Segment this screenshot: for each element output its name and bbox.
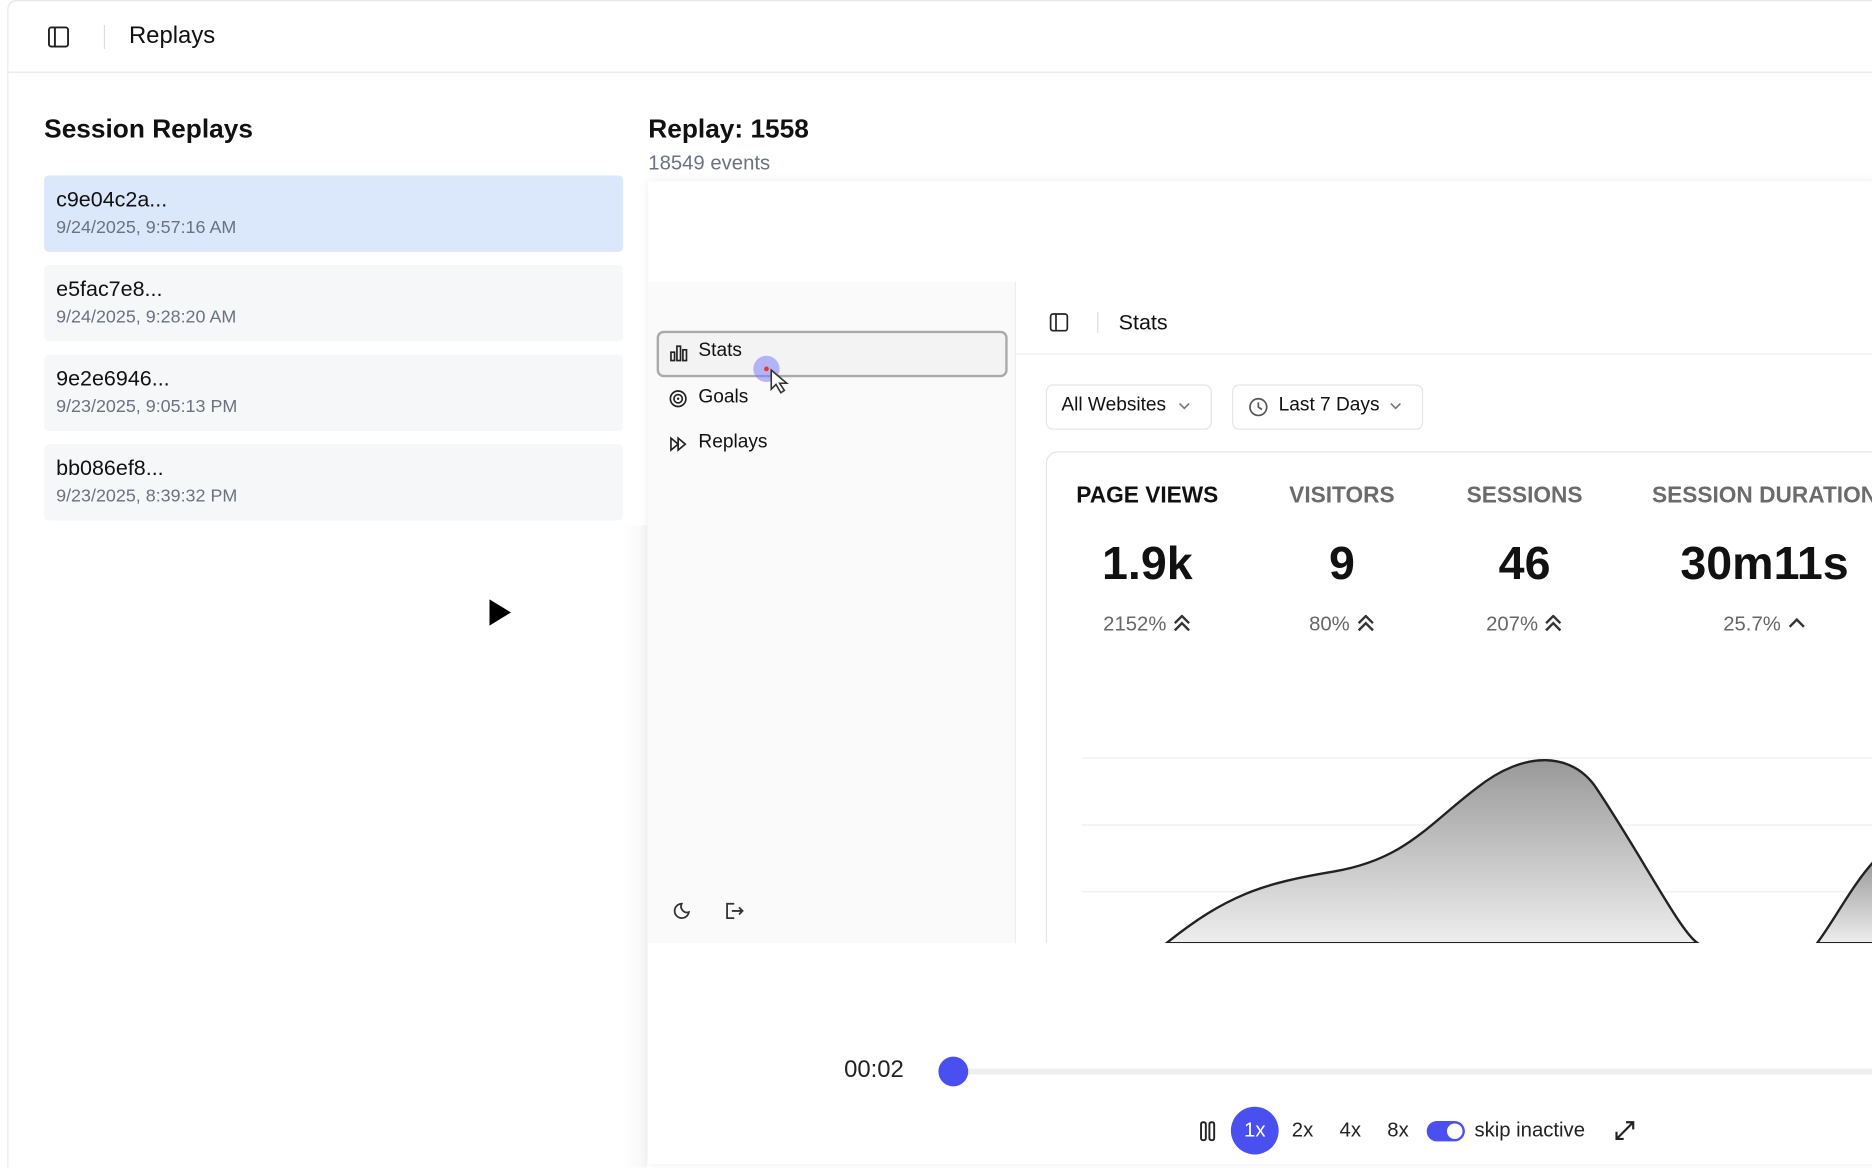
trend-arrow [1788,617,1805,628]
range-filter [1232,384,1424,430]
divider [103,25,106,49]
session-time: 9/24/2025, 9:28:20 AM [56,306,237,328]
sidebar-footer-icons [673,902,744,919]
metric-change: 80% [1223,612,1462,636]
nav-active [656,330,1008,378]
session-id: e5fac7e8... [56,276,163,301]
skip-toggle[interactable] [1426,1121,1465,1142]
app-sidebar-toggle [1049,313,1069,332]
nav-icon [670,345,688,362]
session-item[interactable]: 9e2e6946... 9/23/2025, 9:05:13 PM [44,354,624,431]
player-time: 00:02 [844,1056,904,1083]
session-id: bb086ef8... [56,456,164,480]
change-text: 80% [1309,612,1350,636]
header-border [7,71,1872,73]
replay-cursor [753,355,789,394]
metric-value: 9 [1328,538,1355,590]
nav-item[interactable]: Stats [698,340,742,361]
speed-button[interactable]: 1x [1230,1106,1279,1155]
nav-icon [669,390,687,408]
website-filter [1045,384,1212,430]
session-id: 9e2e6946... [56,366,170,391]
cursor [489,599,511,626]
speed-button[interactable]: 8x [1387,1118,1409,1142]
nav-icon [670,436,687,452]
session-time: 9/23/2025, 9:05:13 PM [56,396,238,417]
metric-label: PAGE VIEWS [1076,483,1219,509]
metric-value: 1.9k [1102,538,1193,590]
session-item[interactable]: e5fac7e8... 9/24/2025, 9:28:20 AM [44,265,624,342]
trend-arrow [1357,614,1374,632]
filter-label: All Websites [1061,395,1167,416]
session-item[interactable]: c9e04c2a... 9/24/2025, 9:57:16 AM [44,175,624,252]
filter-label: Last 7 Days [1278,395,1380,416]
trend-arrow [1545,614,1562,632]
progress-knob[interactable] [938,1056,969,1087]
metric-label: VISITORS [1289,483,1395,509]
shadow [623,525,648,1168]
fullscreen-button[interactable] [1613,1119,1637,1143]
metric: VISITORS 9 80% [1223,484,1462,637]
app-sidebar [648,281,1016,944]
metric-label: SESSIONS [1466,483,1583,509]
nav-item[interactable]: Goals [698,386,749,408]
chevron [1178,402,1190,410]
session-id: c9e04c2a... [56,187,168,212]
clock-icon [1249,397,1268,417]
session-time: 9/24/2025, 9:57:16 AM [56,217,237,238]
replay-title: Replay: 1558 [648,113,809,144]
metric: SESSIONS 46 207% [1405,484,1644,637]
metric-change: 207% [1405,612,1644,636]
trend-arrow [1173,614,1190,632]
session-item[interactable]: bb086ef8... 9/23/2025, 8:39:32 PM [44,444,624,521]
header-title: Replays [128,22,216,49]
metric-label: SESSION DURATION [1651,483,1872,509]
metric-change: 25.7% [1645,612,1872,636]
metric-value: 46 [1498,538,1551,590]
chart [1081,757,1872,944]
metric: PAGE VIEWS 1.9k 2152% [1028,484,1267,637]
change-text: 2152% [1103,612,1167,636]
skip-label: skip inactive [1474,1118,1586,1142]
progress-track[interactable] [952,1068,1872,1075]
speed-button[interactable]: 4x [1339,1118,1362,1142]
chevron [1390,402,1402,410]
change-text: 25.7% [1723,612,1781,636]
pause-button[interactable] [1199,1121,1218,1142]
metric: SESSION DURATION 30m11s 25.7% [1645,484,1872,637]
nav-item[interactable]: Replays [698,432,768,453]
session-time: 9/23/2025, 8:39:32 PM [56,485,238,507]
change-text: 207% [1486,612,1538,636]
frame [7,0,1872,1168]
app-header-border [1015,353,1872,355]
toggle-knob [1446,1123,1463,1139]
speed-button[interactable]: 2x [1291,1118,1314,1142]
sidebar-toggle[interactable] [47,26,70,48]
divider [1097,311,1099,334]
metric-value: 30m11s [1680,538,1849,590]
replay-events: 18549 events [648,151,771,175]
metric-change: 2152% [1028,612,1267,636]
sidebar-title: Session Replays [44,113,253,144]
app-header-title: Stats [1118,310,1168,335]
